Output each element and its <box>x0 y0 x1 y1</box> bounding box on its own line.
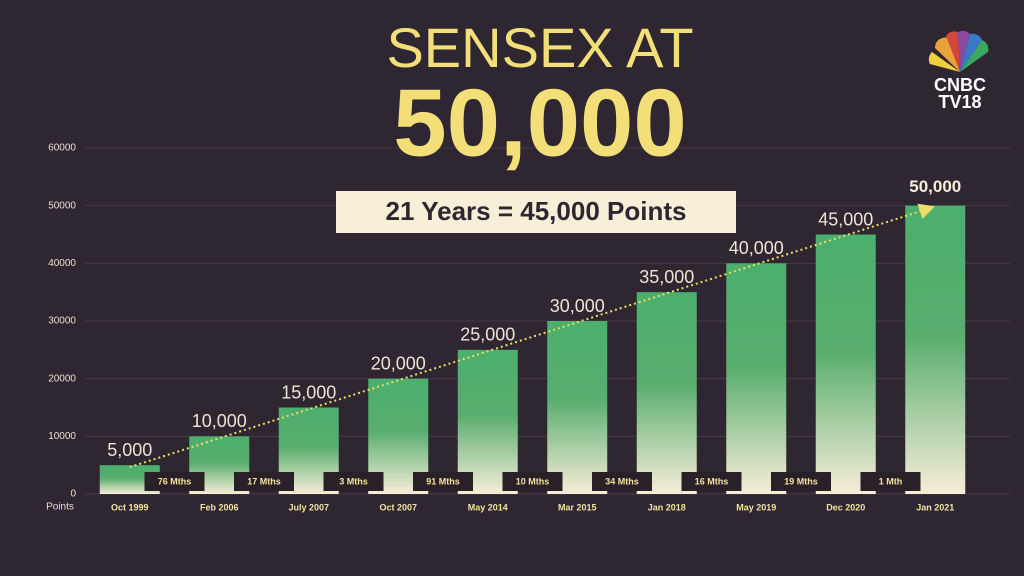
bar <box>457 349 518 494</box>
y-tick-label: 60000 <box>48 143 76 154</box>
x-tick-label: July 2007 <box>288 502 329 512</box>
value-label: 5,000 <box>107 440 152 460</box>
x-tick-label: Mar 2015 <box>558 502 597 512</box>
y-axis-label: Points <box>46 502 74 513</box>
x-tick-label: May 2014 <box>468 502 508 512</box>
value-label: 40,000 <box>729 238 784 258</box>
value-label: 15,000 <box>281 382 336 402</box>
value-label: 35,000 <box>639 267 694 287</box>
logo-text: CNBC <box>934 75 986 95</box>
chart-title: SENSEX AT <box>386 16 693 79</box>
value-label: 20,000 <box>371 353 426 373</box>
interval-box <box>592 472 652 491</box>
bar <box>815 234 876 494</box>
value-label: 50,000 <box>909 177 961 196</box>
interval-box <box>234 472 294 491</box>
interval-label: 17 Mths <box>247 476 281 486</box>
bar <box>636 292 697 494</box>
interval-label: 16 Mths <box>695 476 729 486</box>
x-tick-label: May 2019 <box>736 502 776 512</box>
interval-label: 1 Mth <box>879 476 903 486</box>
headline: 50,000 <box>393 69 687 176</box>
interval-box <box>502 472 563 491</box>
plot: 0 10000 20000 30000 40000 50000 60000 5,000 Oct … <box>48 143 1010 512</box>
interval-box <box>144 472 205 491</box>
x-tick-label: Jan 2021 <box>916 502 954 512</box>
value-label: 30,000 <box>550 296 605 316</box>
x-tick-label: Oct 1999 <box>111 502 149 512</box>
x-tick-label: Oct 2007 <box>379 502 417 512</box>
y-tick-label: 0 <box>70 489 76 500</box>
trend-arrow <box>129 203 936 469</box>
y-tick-label: 10000 <box>48 431 76 442</box>
interval-label: 34 Mths <box>605 476 639 486</box>
y-tick-label: 40000 <box>48 258 76 269</box>
subtitle: 21 Years = 45,000 Points <box>386 196 687 226</box>
subtitle-box <box>336 191 736 233</box>
bar <box>547 321 608 494</box>
y-tick-label: 50000 <box>48 200 76 211</box>
interval-box <box>323 472 384 491</box>
interval-label: 76 Mths <box>158 476 192 486</box>
interval-box <box>771 472 831 491</box>
value-label: 45,000 <box>818 209 873 229</box>
interval-box <box>413 472 473 491</box>
interval-label: 19 Mths <box>784 476 818 486</box>
interval-label: 3 Mths <box>339 476 368 486</box>
x-tick-label: Feb 2006 <box>200 502 239 512</box>
interval-label: 91 Mths <box>426 476 460 486</box>
value-label: 10,000 <box>192 411 247 431</box>
y-tick-label: 30000 <box>48 316 76 327</box>
y-tick-label: 20000 <box>48 373 76 384</box>
x-tick-label: Dec 2020 <box>826 502 865 512</box>
logo-text: TV18 <box>938 92 981 112</box>
bar <box>905 205 966 494</box>
interval-label: 10 Mths <box>516 476 550 486</box>
interval-box <box>860 472 921 491</box>
bar <box>726 263 787 494</box>
value-label: 25,000 <box>460 325 515 345</box>
interval-box <box>681 472 742 491</box>
x-tick-label: Jan 2018 <box>648 502 686 512</box>
logo: CNBC TV18 <box>928 30 989 112</box>
